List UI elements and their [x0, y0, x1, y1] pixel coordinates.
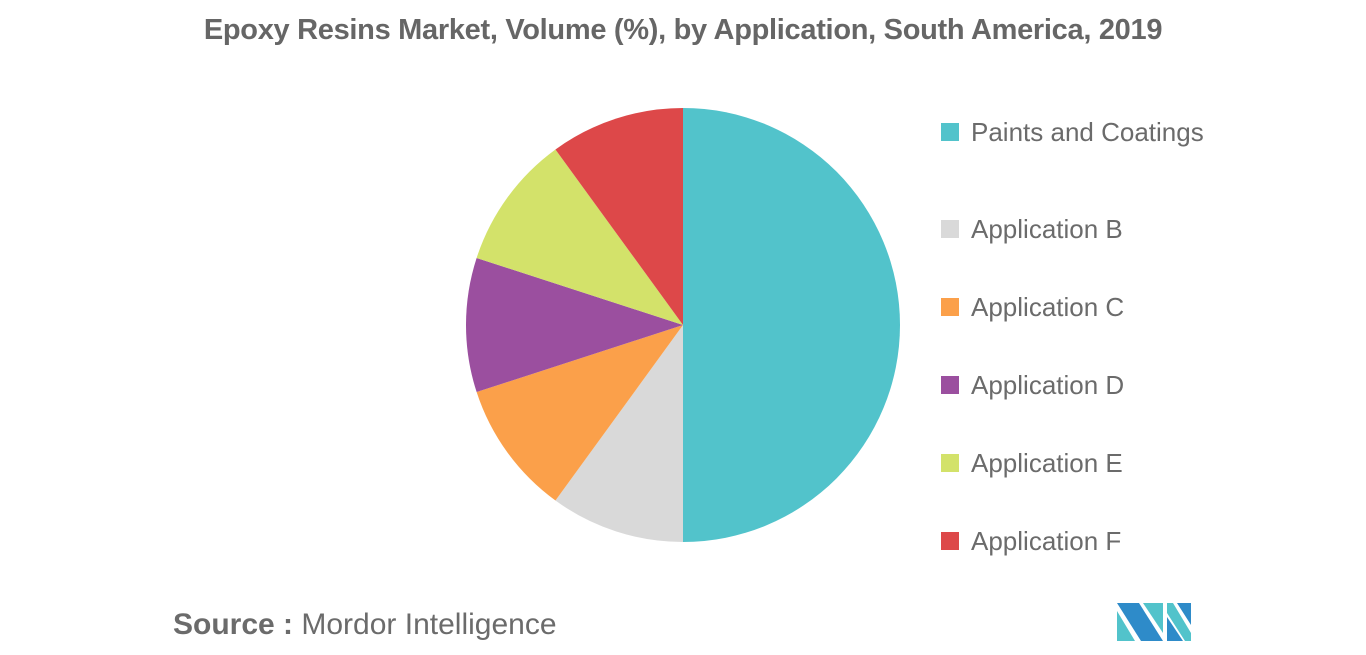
pie-slice-application-f	[555, 108, 683, 325]
legend-swatch-icon	[941, 532, 959, 550]
legend-item-application-e: Application E	[941, 424, 1204, 502]
legend-item-paints-and-coatings: Paints and Coatings	[941, 112, 1204, 152]
mordor-intelligence-logo-icon	[1117, 603, 1191, 641]
pie-slice-application-b	[555, 325, 683, 542]
source-key: Source :	[173, 608, 294, 641]
legend-swatch-icon	[941, 376, 959, 394]
pie-slices	[465, 108, 900, 542]
legend-label: Application E	[971, 447, 1123, 478]
source-note: Source : Mordor Intelligence	[173, 608, 557, 642]
source-value: Mordor Intelligence	[301, 608, 557, 641]
legend-swatch-icon	[941, 298, 959, 316]
legend-label: Application F	[971, 525, 1122, 556]
legend-swatch-icon	[941, 220, 959, 238]
legend-swatch-icon	[941, 123, 959, 141]
legend-item-application-b: Application B	[941, 190, 1204, 268]
legend-label: Application B	[971, 213, 1123, 244]
pie-slice-application-c	[476, 325, 683, 501]
legend-label: Application C	[971, 291, 1125, 322]
legend-item-application-f: Application F	[941, 502, 1204, 580]
legend: Paints and Coatings Application B Applic…	[941, 112, 1204, 580]
legend-label: Application D	[971, 369, 1125, 400]
legend-item-application-d: Application D	[941, 346, 1204, 424]
chart-title: Epoxy Resins Market, Volume (%), by Appl…	[203, 14, 1163, 46]
legend-label: Paints and Coatings	[971, 116, 1204, 147]
pie-slice-application-d	[465, 257, 683, 393]
legend-item-application-c: Application C	[941, 268, 1204, 346]
pie-slice-paints-and-coatings	[683, 108, 900, 542]
legend-swatch-icon	[941, 454, 959, 472]
pie-slice-application-e	[476, 149, 683, 325]
